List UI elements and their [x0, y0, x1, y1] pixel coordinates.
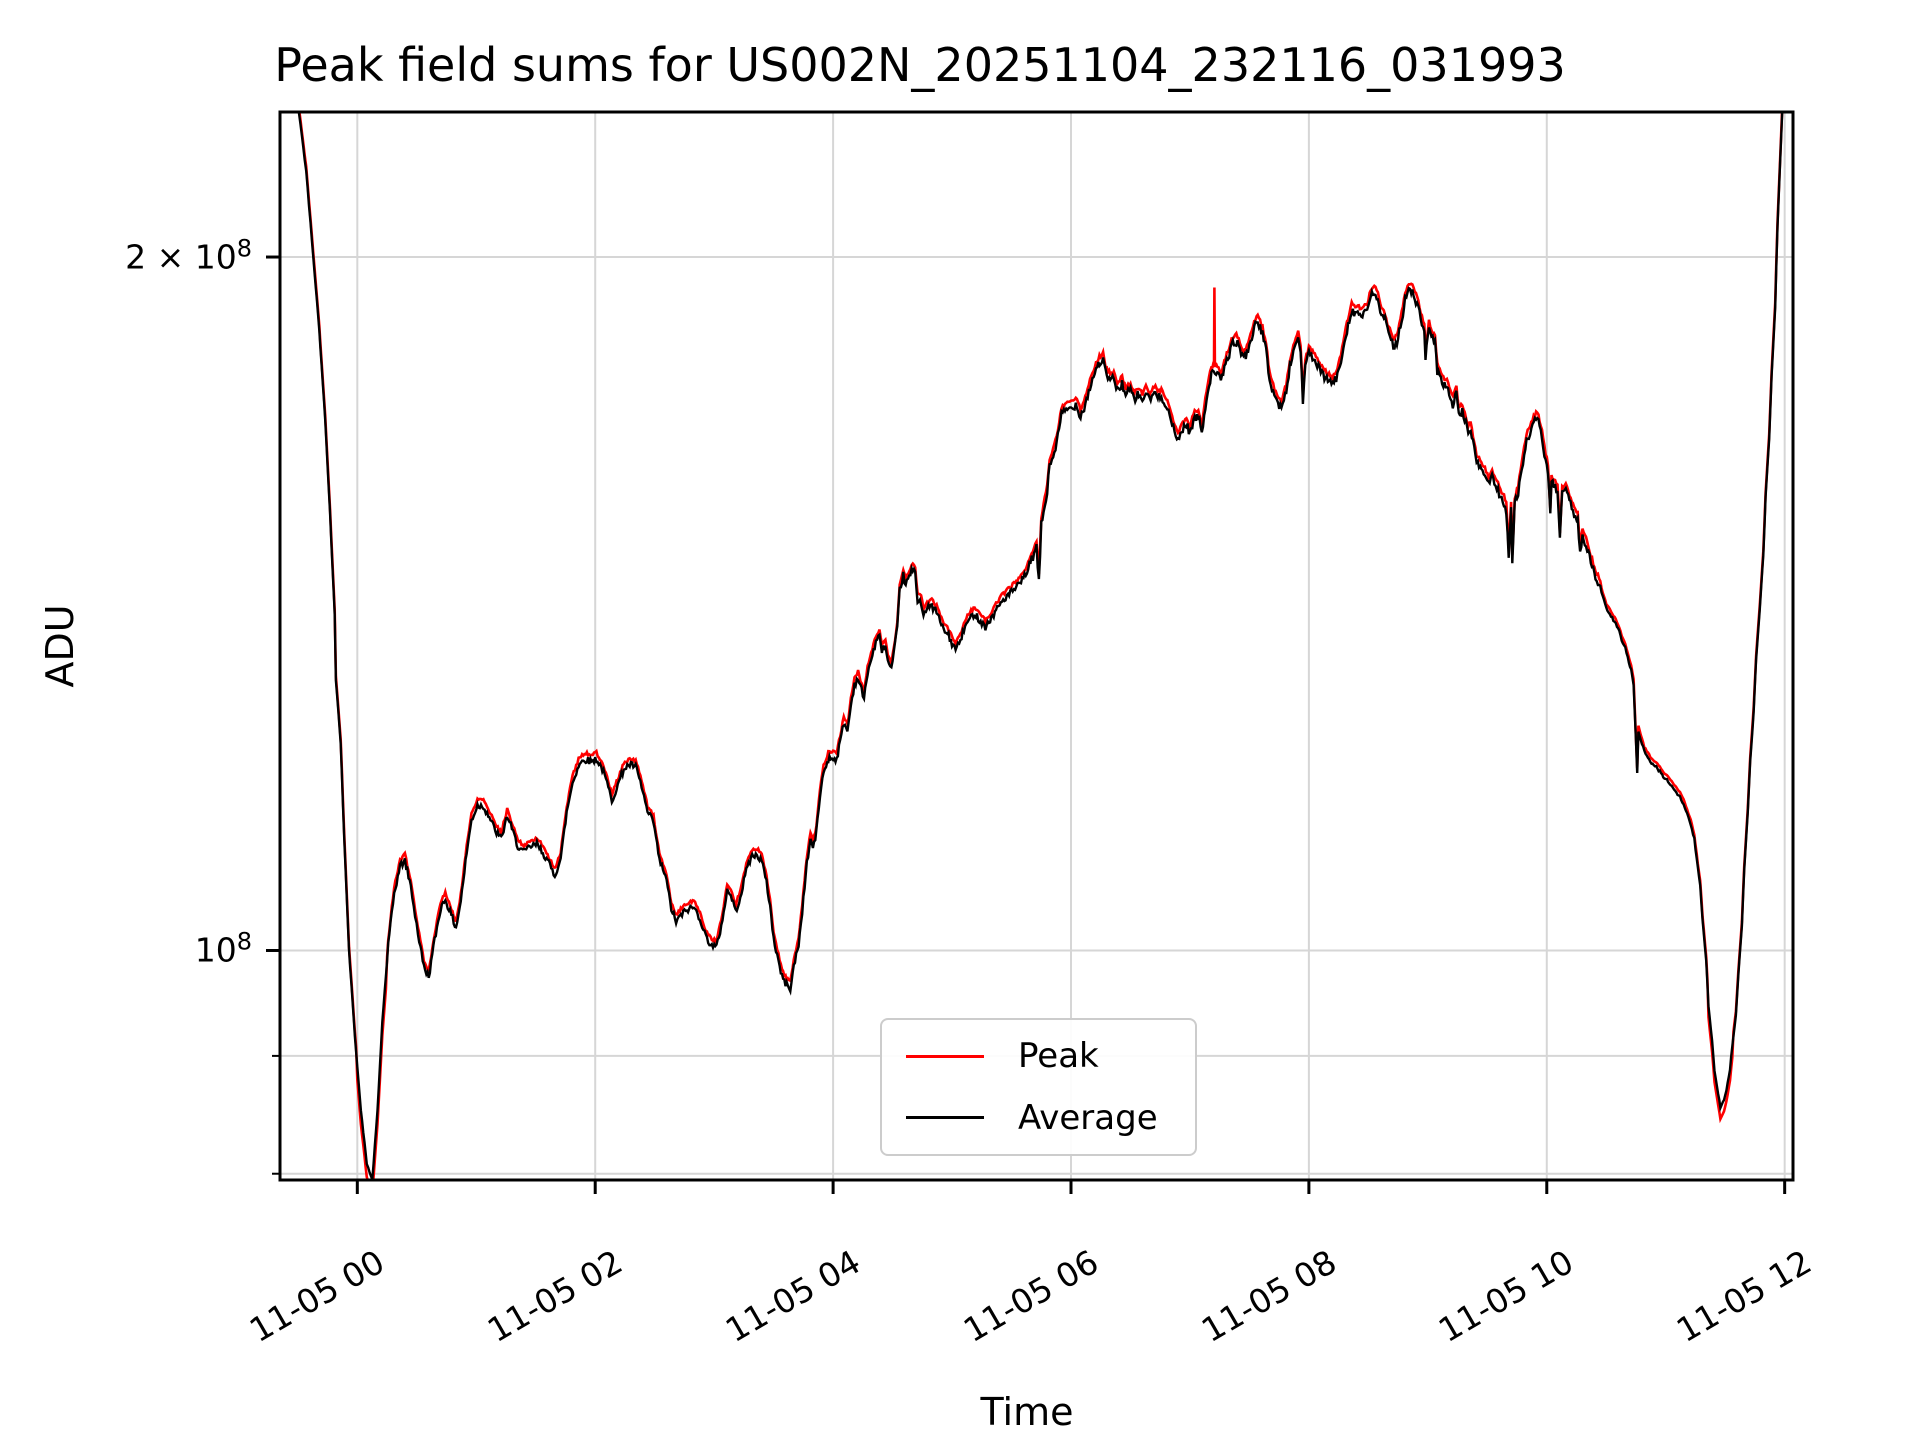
axes-spines [278, 110, 1795, 1182]
legend-row-peak: Peak [882, 1031, 1195, 1081]
legend-row-average: Average [882, 1093, 1195, 1143]
y-tick-label: 2 × 108 [32, 234, 252, 276]
y-tick-label-base: 2 × 10 [125, 237, 237, 277]
y-tick-label-exponent: 8 [236, 234, 252, 263]
average-line-swatch [906, 1116, 984, 1120]
y-tick-label-exponent: 8 [236, 927, 252, 956]
peak-line-swatch [906, 1054, 984, 1058]
legend: Peak Average [880, 1018, 1197, 1156]
y-tick-label-base: 10 [194, 930, 237, 970]
x-axis-label: Time [980, 1390, 1074, 1434]
legend-label-peak: Peak [1018, 1036, 1099, 1077]
y-axis-label: ADU [38, 604, 82, 688]
chart-title: Peak field sums for US002N_20251104_2321… [274, 38, 1566, 92]
grid [280, 112, 1793, 1180]
tick-marks [266, 255, 1787, 1194]
y-tick-label: 108 [32, 928, 252, 970]
legend-label-average: Average [1018, 1097, 1158, 1138]
average-line [296, 112, 1784, 1180]
